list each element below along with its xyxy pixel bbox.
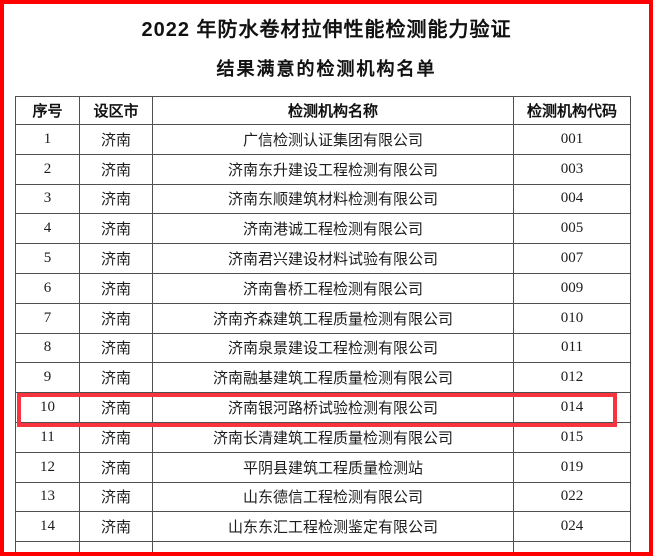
table-row: 4 济南 济南港诚工程检测有限公司 005	[15, 213, 631, 245]
cell-name: 济南东顺建筑材料检测有限公司	[152, 183, 514, 215]
cell-no: 5	[15, 243, 80, 274]
cell-no: 6	[15, 272, 80, 304]
table-row: 3 济南 济南东顺建筑材料检测有限公司 004	[15, 183, 631, 215]
table-row-partial	[15, 541, 631, 552]
table-row: 11 济南 济南长清建筑工程质量检测有限公司 015	[15, 421, 631, 453]
cell-name: 济南融基建筑工程质量检测有限公司	[152, 362, 514, 394]
cell-name: 济南银河路桥试验检测有限公司	[152, 392, 514, 423]
table-header-row: 序号 设区市 检测机构名称 检测机构代码	[15, 96, 631, 125]
table-row-highlighted: 10 济南 济南银河路桥试验检测有限公司 014	[15, 392, 631, 423]
cell-city: 济南	[79, 392, 153, 423]
cell-code: 003	[513, 153, 631, 185]
table-row: 7 济南 济南齐森建筑工程质量检测有限公司 010	[15, 302, 631, 334]
page-title: 2022 年防水卷材拉伸性能检测能力验证	[141, 19, 512, 41]
cell-code: 011	[513, 332, 631, 364]
cell-name: 济南东升建设工程检测有限公司	[152, 153, 514, 185]
table-row: 13 济南 山东德信工程检测有限公司 022	[15, 481, 631, 513]
cell-city: 济南	[79, 183, 153, 215]
cell-city: 济南	[79, 332, 153, 364]
cell-code: 010	[513, 302, 631, 334]
cell-code: 004	[513, 183, 631, 215]
cell-name: 山东东汇工程检测鉴定有限公司	[152, 511, 514, 543]
page-subtitle: 结果满意的检测机构名单	[216, 59, 437, 79]
cell-no: 11	[15, 421, 80, 453]
cell-name: 济南君兴建设材料试验有限公司	[152, 243, 514, 274]
cell-city: 济南	[79, 272, 153, 304]
cell-name: 济南鲁桥工程检测有限公司	[152, 272, 514, 304]
cell-name: 平阴县建筑工程质量检测站	[152, 451, 514, 483]
cell-code: 001	[513, 124, 631, 155]
column-header-city: 设区市	[79, 96, 153, 125]
cell-city: 济南	[79, 481, 153, 513]
cell-city: 济南	[79, 362, 153, 394]
cell-name: 济南港诚工程检测有限公司	[152, 213, 514, 245]
cell-city: 济南	[79, 302, 153, 334]
cell-no: 7	[15, 302, 80, 334]
cell-no: 9	[15, 362, 80, 394]
cell-no: 4	[15, 213, 80, 245]
cell-code: 019	[513, 451, 631, 483]
cell-city: 济南	[79, 451, 153, 483]
column-header-code: 检测机构代码	[513, 96, 631, 125]
cell-code: 024	[513, 511, 631, 543]
cell-name: 广信检测认证集团有限公司	[152, 124, 514, 155]
cell-code: 007	[513, 243, 631, 274]
cell-city: 济南	[79, 421, 153, 453]
cell-code: 009	[513, 272, 631, 304]
cell-name: 济南泉景建设工程检测有限公司	[152, 332, 514, 364]
table-row: 5 济南 济南君兴建设材料试验有限公司 007	[15, 243, 631, 274]
cell-city: 济南	[79, 124, 153, 155]
cell-city: 济南	[79, 213, 153, 245]
cell-name	[152, 541, 514, 552]
table-row: 1 济南 广信检测认证集团有限公司 001	[15, 124, 631, 155]
table-row: 2 济南 济南东升建设工程检测有限公司 003	[15, 153, 631, 185]
table-row: 9 济南 济南融基建筑工程质量检测有限公司 012	[15, 362, 631, 394]
table-row: 14 济南 山东东汇工程检测鉴定有限公司 024	[15, 511, 631, 543]
cell-no: 2	[15, 153, 80, 185]
cell-city: 济南	[79, 511, 153, 543]
cell-code: 015	[513, 421, 631, 453]
cell-city: 济南	[79, 153, 153, 185]
cell-no: 13	[15, 481, 80, 513]
cell-no	[15, 541, 80, 552]
cell-no: 12	[15, 451, 80, 483]
cell-code: 022	[513, 481, 631, 513]
cell-no: 8	[15, 332, 80, 364]
cell-code: 005	[513, 213, 631, 245]
cell-code: 014	[513, 392, 631, 423]
column-header-name: 检测机构名称	[152, 96, 514, 125]
cell-no: 10	[15, 392, 80, 423]
cell-no: 1	[15, 124, 80, 155]
institution-table: 序号 设区市 检测机构名称 检测机构代码 1 济南 广信检测认证集团有限公司 0…	[15, 96, 631, 552]
cell-code	[513, 541, 631, 552]
cell-city: 济南	[79, 243, 153, 274]
cell-no: 3	[15, 183, 80, 215]
cell-no: 14	[15, 511, 80, 543]
cell-city	[79, 541, 153, 552]
cell-name: 济南长清建筑工程质量检测有限公司	[152, 421, 514, 453]
cell-name: 济南齐森建筑工程质量检测有限公司	[152, 302, 514, 334]
table-row: 12 济南 平阴县建筑工程质量检测站 019	[15, 451, 631, 483]
cell-code: 012	[513, 362, 631, 394]
cell-name: 山东德信工程检测有限公司	[152, 481, 514, 513]
table-row: 6 济南 济南鲁桥工程检测有限公司 009	[15, 272, 631, 304]
table-row: 8 济南 济南泉景建设工程检测有限公司 011	[15, 332, 631, 364]
column-header-no: 序号	[15, 96, 80, 125]
